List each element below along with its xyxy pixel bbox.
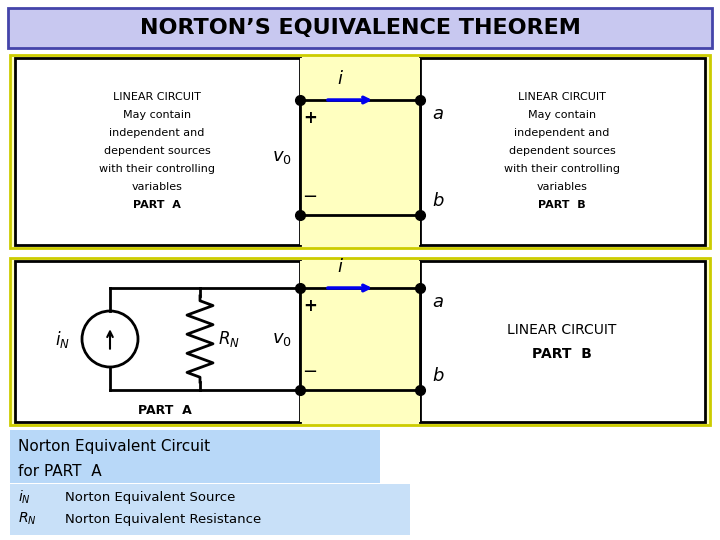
Text: May contain: May contain <box>528 111 596 120</box>
Text: NORTON’S EQUIVALENCE THEOREM: NORTON’S EQUIVALENCE THEOREM <box>140 18 580 38</box>
Bar <box>10 55 710 248</box>
Text: with their controlling: with their controlling <box>504 165 620 174</box>
Text: variables: variables <box>536 183 588 192</box>
Text: Norton Equivalent Source: Norton Equivalent Source <box>65 490 235 503</box>
Text: $i$: $i$ <box>336 258 343 276</box>
Text: −: − <box>302 188 318 206</box>
Text: −: − <box>302 363 318 381</box>
Text: LINEAR CIRCUIT: LINEAR CIRCUIT <box>113 92 201 103</box>
Bar <box>10 258 710 425</box>
Text: with their controlling: with their controlling <box>99 165 215 174</box>
Text: $v_0$: $v_0$ <box>272 148 292 166</box>
Text: Norton Equivalent Circuit: Norton Equivalent Circuit <box>18 440 210 455</box>
Text: $i_N$: $i_N$ <box>18 488 31 505</box>
Text: $i_N$: $i_N$ <box>55 328 70 349</box>
Text: $b$: $b$ <box>432 367 444 385</box>
Text: +: + <box>303 109 317 127</box>
Bar <box>10 484 410 535</box>
Text: LINEAR CIRCUIT: LINEAR CIRCUIT <box>518 92 606 103</box>
Text: Norton Equivalent Resistance: Norton Equivalent Resistance <box>65 512 261 525</box>
Bar <box>15 58 300 245</box>
Text: PART  A: PART A <box>138 403 192 416</box>
Text: $b$: $b$ <box>432 192 444 210</box>
Bar <box>15 261 300 422</box>
Text: $R_N$: $R_N$ <box>218 329 240 349</box>
Bar <box>10 430 380 483</box>
Text: variables: variables <box>132 183 182 192</box>
Text: dependent sources: dependent sources <box>104 146 210 157</box>
Text: $i$: $i$ <box>336 70 343 88</box>
Text: for PART  A: for PART A <box>18 464 102 480</box>
Text: +: + <box>303 297 317 315</box>
Text: PART  B: PART B <box>532 347 592 361</box>
Text: dependent sources: dependent sources <box>508 146 616 157</box>
Text: PART  A: PART A <box>133 200 181 211</box>
Bar <box>8 8 712 48</box>
Bar <box>420 58 705 245</box>
Bar <box>300 261 420 422</box>
Text: independent and: independent and <box>514 129 610 138</box>
Bar <box>420 261 705 422</box>
Text: $a$: $a$ <box>432 293 444 311</box>
Text: LINEAR CIRCUIT: LINEAR CIRCUIT <box>508 322 617 336</box>
Bar <box>300 58 420 245</box>
Text: May contain: May contain <box>123 111 191 120</box>
Text: $a$: $a$ <box>432 105 444 123</box>
Text: PART  B: PART B <box>538 200 586 211</box>
Text: $v_0$: $v_0$ <box>272 330 292 348</box>
Text: independent and: independent and <box>109 129 204 138</box>
Text: $R_N$: $R_N$ <box>18 511 37 527</box>
